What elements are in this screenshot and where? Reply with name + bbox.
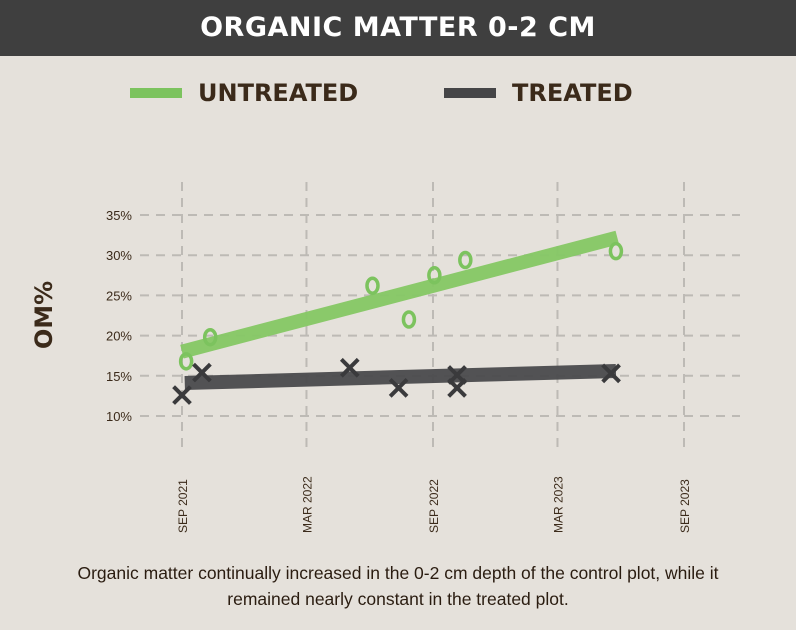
point-untreated (202, 327, 218, 347)
title-bar: ORGANIC MATTER 0-2 CM (0, 0, 796, 56)
legend-swatch-treated (444, 88, 496, 98)
point-treated (601, 363, 621, 384)
y-tick-label: 25% (106, 288, 132, 303)
point-untreated (608, 241, 624, 261)
point-untreated (365, 276, 380, 296)
data-points (172, 241, 624, 405)
point-untreated (178, 352, 194, 371)
chart-title: ORGANIC MATTER 0-2 CM (200, 12, 596, 43)
y-tick-label: 15% (106, 369, 132, 384)
trend-line-untreated (180, 230, 620, 359)
legend-swatch-untreated (130, 88, 182, 98)
x-tick-label: SEP 2023 (678, 479, 692, 533)
grid (140, 182, 740, 452)
trend-line-treated (184, 363, 617, 391)
trend-lines (180, 230, 620, 391)
point-untreated (427, 266, 442, 285)
chart-caption: Organic matter continually increased in … (77, 563, 719, 609)
y-tick-label: 10% (106, 409, 132, 424)
y-axis-label: OM% (30, 281, 58, 349)
point-treated (172, 385, 192, 405)
point-treated (339, 357, 360, 378)
point-treated (447, 378, 467, 398)
y-tick-label: 20% (106, 329, 132, 344)
point-treated (447, 365, 467, 385)
point-untreated (458, 250, 473, 270)
legend-label-untreated: UNTREATED (198, 79, 359, 107)
legend-label-treated: TREATED (512, 79, 633, 107)
axis-labels: 10% 15% 20% 25% 30% 35% SEP 2021 MAR 2022 SEP 20… (30, 208, 692, 533)
x-tick-label: MAR 2023 (551, 476, 565, 533)
y-tick-label: 35% (106, 208, 132, 223)
point-untreated (401, 310, 417, 329)
point-treated (388, 378, 409, 398)
x-tick-label: SEP 2021 (176, 479, 190, 533)
y-tick-label: 30% (106, 248, 132, 263)
x-tick-label: SEP 2022 (427, 479, 441, 533)
point-treated (192, 362, 212, 383)
x-tick-label: MAR 2022 (300, 476, 314, 533)
